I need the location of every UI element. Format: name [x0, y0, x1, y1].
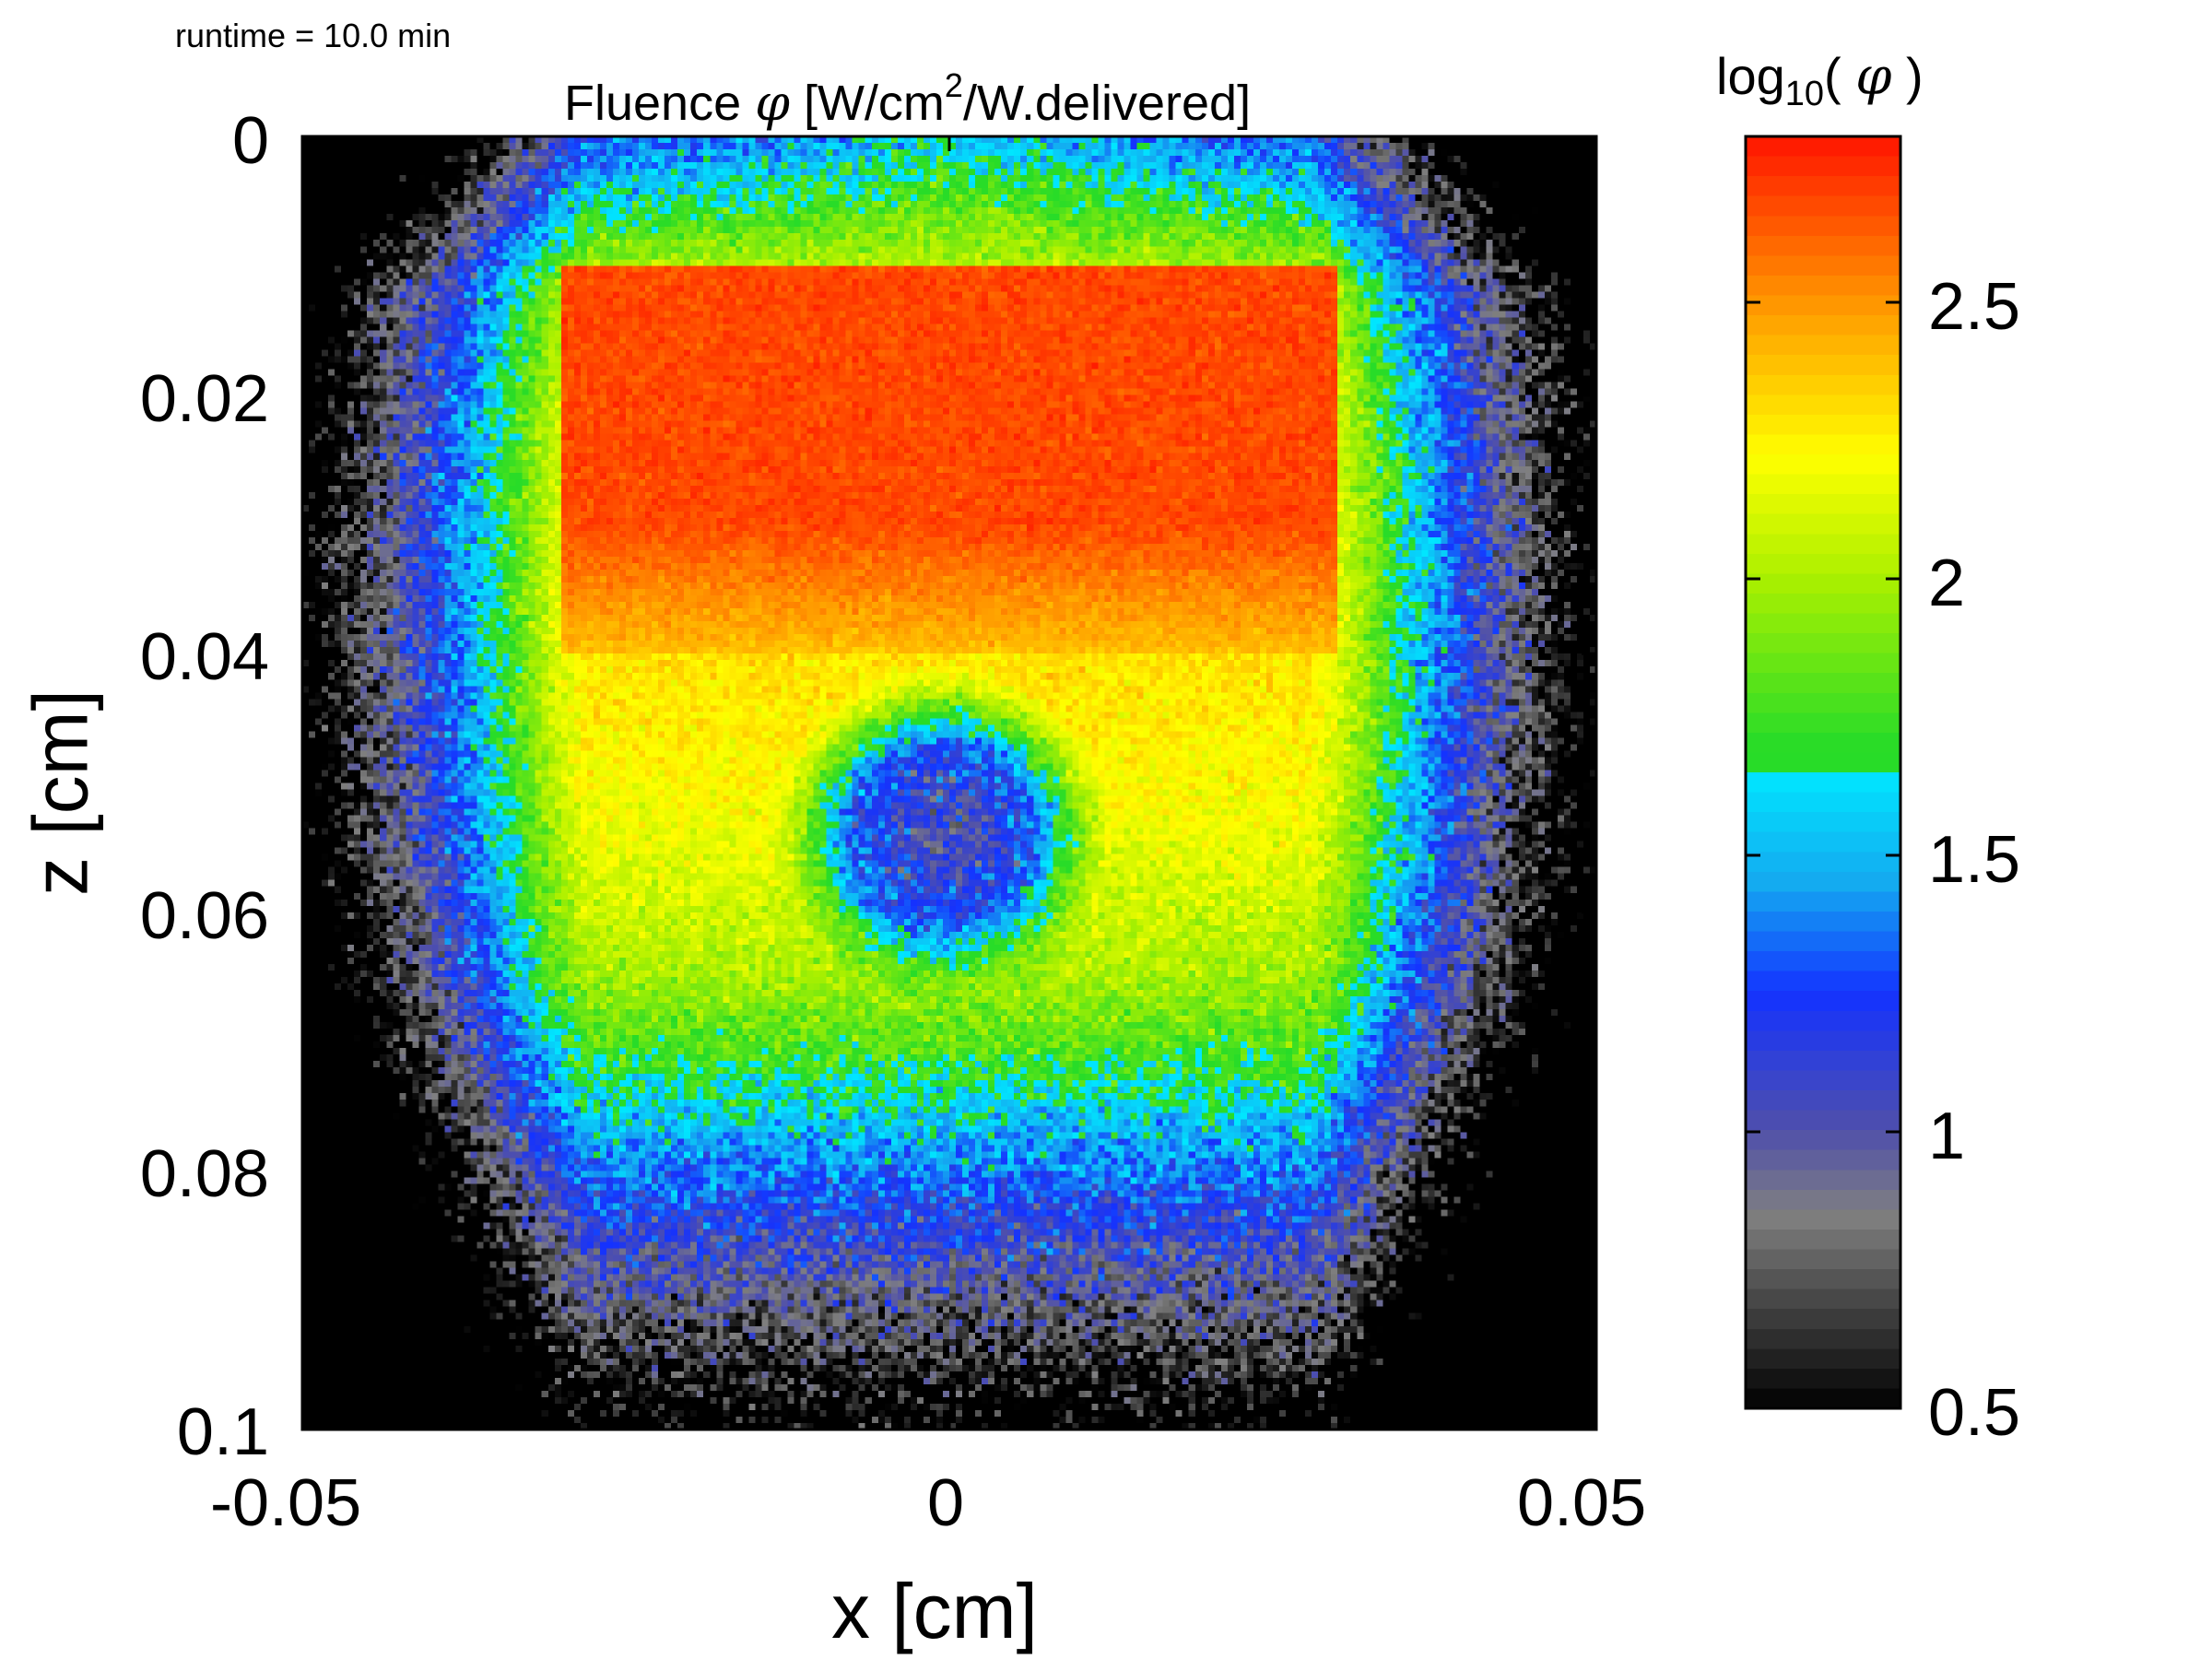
colorbar-gradient [1746, 136, 1900, 1408]
y-tick-label: 0.06 [139, 879, 269, 953]
colorbar-label-open: ( [1824, 47, 1856, 105]
title-unit-a: [W/cm [789, 76, 945, 131]
colorbar-label-prefix: log [1716, 47, 1785, 105]
x-tick-label: -0.05 [210, 1466, 362, 1540]
colorbar-frame [1744, 135, 1902, 1410]
y-axis-label: z [cm] [17, 689, 104, 896]
colorbar-title: log10( φ ) [1716, 46, 1924, 114]
colorbar-label-phi: φ [1855, 47, 1892, 107]
axis-ticks [300, 135, 1598, 1431]
runtime-label: runtime = 10.0 min [175, 17, 452, 54]
title-prefix: Fluence [564, 76, 756, 131]
chart-title: Fluence φ [W/cm2/W.delivered] [564, 66, 1252, 132]
colorbar-tick-label: 1.5 [1928, 823, 2021, 897]
y-tick-label: 0.08 [139, 1137, 269, 1211]
title-unit-sup: 2 [944, 66, 963, 104]
fluence-heatmap [302, 136, 1596, 1430]
x-tick-label: 0 [927, 1466, 965, 1540]
y-tick-label: 0.1 [176, 1395, 269, 1469]
colorbar-tick-label: 2.5 [1928, 270, 2021, 344]
y-tick-label: 0.02 [139, 362, 269, 436]
colorbar-tick-label: 2 [1928, 547, 1966, 620]
colorbar-ticks [1746, 300, 1900, 1410]
x-tick-label: 0.05 [1517, 1466, 1647, 1540]
title-unit-b: /W.delivered] [962, 76, 1252, 131]
colorbar-label-sub: 10 [1784, 75, 1825, 114]
x-axis-label: x [cm] [831, 1568, 1038, 1654]
colorbar-tick-label: 1 [1928, 1100, 1966, 1173]
y-tick-label: 0.04 [139, 620, 269, 694]
colorbar-tick-label: 0.5 [1928, 1376, 2021, 1450]
colorbar-label-close: ) [1891, 47, 1924, 105]
title-phi-symbol: φ [755, 74, 790, 132]
y-tick-label: 0 [231, 104, 269, 178]
